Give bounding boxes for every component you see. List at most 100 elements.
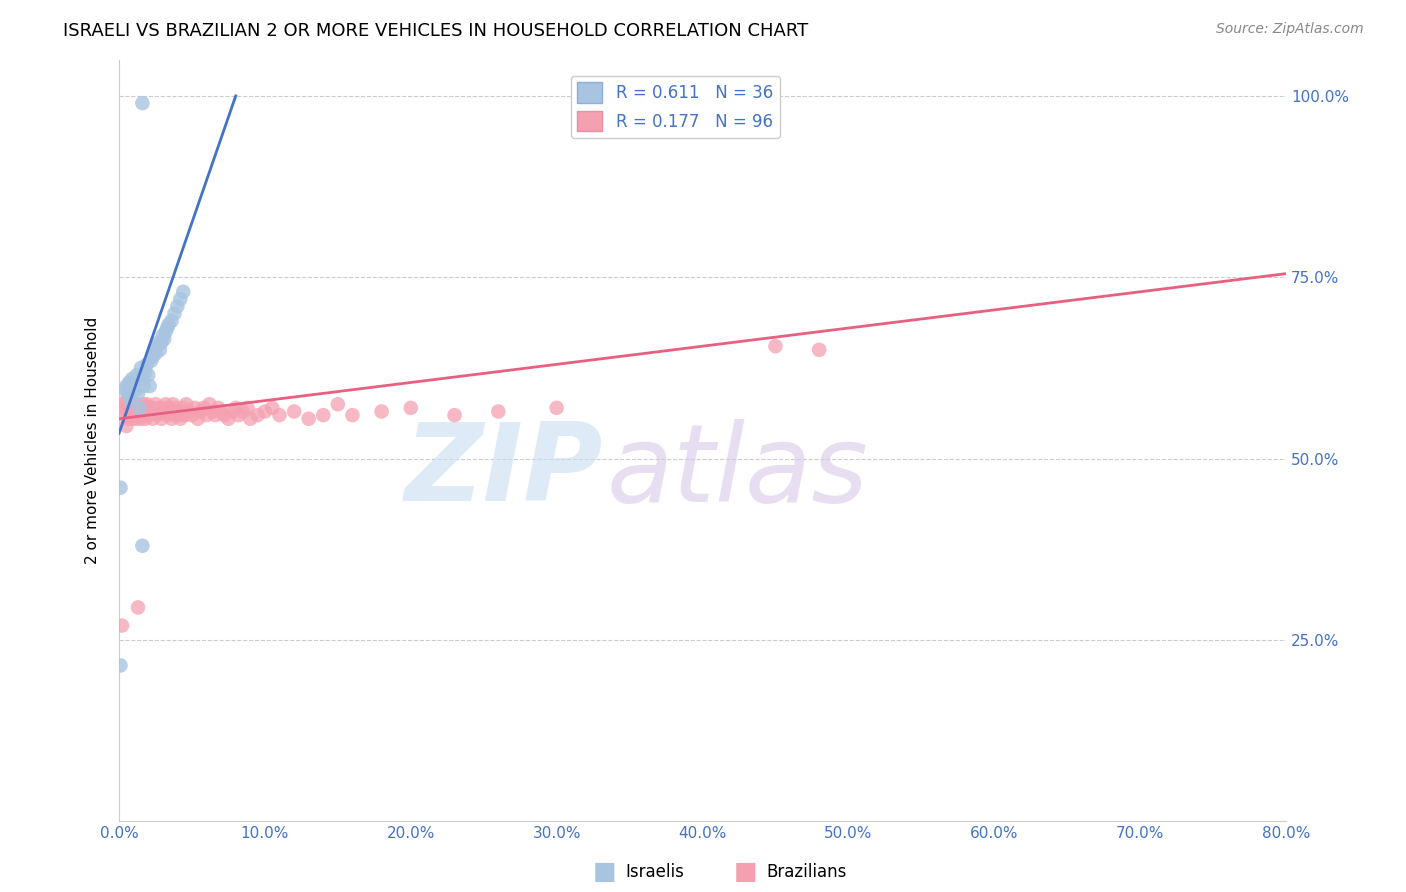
Point [253, 404, 276, 418]
Point [808, 343, 831, 357]
Point [131, 96, 153, 111]
Point [129, 404, 152, 418]
Point [283, 404, 305, 418]
Point [546, 401, 568, 415]
Point [222, 404, 245, 418]
Point [145, 397, 167, 411]
Point [190, 404, 212, 418]
Text: Brazilians: Brazilians [766, 863, 846, 881]
Point [146, 408, 169, 422]
Point [174, 397, 197, 411]
Point [134, 401, 156, 415]
Point [131, 401, 153, 415]
Point [157, 318, 180, 332]
Point [170, 404, 193, 418]
Point [342, 408, 364, 422]
Point [138, 379, 160, 393]
Point [146, 339, 169, 353]
Text: Israelis: Israelis [626, 863, 685, 881]
Point [148, 401, 170, 415]
Point [125, 368, 148, 383]
Point [298, 411, 321, 425]
Point [269, 408, 291, 422]
Point [169, 292, 191, 306]
Point [163, 307, 186, 321]
Point [167, 408, 190, 422]
Point [765, 339, 787, 353]
Point [193, 401, 215, 415]
Point [246, 408, 269, 422]
Point [139, 353, 162, 368]
Point [128, 408, 150, 422]
Point [160, 411, 183, 425]
Point [156, 408, 179, 422]
Point [239, 411, 262, 425]
Point [132, 397, 155, 411]
Point [225, 401, 247, 415]
Point [149, 343, 172, 357]
Point [111, 618, 134, 632]
Point [117, 401, 139, 415]
Point [232, 404, 254, 418]
Point [207, 401, 229, 415]
Point [131, 372, 153, 386]
Point [135, 357, 157, 371]
Point [122, 379, 145, 393]
Point [184, 401, 207, 415]
Point [138, 404, 160, 418]
Point [110, 658, 132, 673]
Point [150, 335, 173, 350]
Point [150, 411, 173, 425]
Point [132, 379, 155, 393]
Point [152, 328, 174, 343]
Text: atlas: atlas [607, 418, 869, 524]
Point [131, 408, 153, 422]
Point [121, 404, 143, 418]
Point [121, 411, 143, 425]
Point [145, 346, 167, 360]
Point [124, 383, 146, 397]
Point [136, 401, 159, 415]
Point [125, 411, 148, 425]
Point [114, 383, 136, 397]
Point [149, 404, 172, 418]
Point [172, 401, 194, 415]
Point [312, 408, 335, 422]
Point [122, 401, 145, 415]
Point [155, 325, 177, 339]
Point [157, 401, 180, 415]
Point [212, 408, 235, 422]
Point [136, 368, 159, 383]
Point [163, 408, 186, 422]
Point [127, 600, 149, 615]
Point [173, 408, 195, 422]
Text: Source: ZipAtlas.com: Source: ZipAtlas.com [1216, 22, 1364, 37]
Point [159, 404, 181, 418]
Point [160, 314, 183, 328]
Point [326, 397, 349, 411]
Point [131, 539, 153, 553]
Point [148, 335, 170, 350]
Point [209, 404, 232, 418]
Text: ZIP: ZIP [405, 418, 603, 524]
Point [143, 343, 166, 357]
Point [118, 397, 141, 411]
Point [136, 408, 159, 422]
Point [201, 404, 224, 418]
Point [115, 393, 138, 408]
Point [135, 397, 157, 411]
Point [117, 386, 139, 401]
Point [132, 404, 155, 418]
Point [118, 404, 141, 418]
Point [142, 350, 165, 364]
Point [111, 401, 134, 415]
Point [117, 411, 139, 425]
Point [120, 393, 142, 408]
Text: ■: ■ [734, 861, 756, 884]
Point [153, 332, 176, 346]
Point [152, 401, 174, 415]
Text: ISRAELI VS BRAZILIAN 2 OR MORE VEHICLES IN HOUSEHOLD CORRELATION CHART: ISRAELI VS BRAZILIAN 2 OR MORE VEHICLES … [63, 22, 808, 40]
Point [166, 404, 188, 418]
Point [135, 404, 157, 418]
Point [121, 372, 143, 386]
